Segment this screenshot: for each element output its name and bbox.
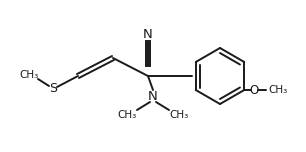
Text: CH₃: CH₃ <box>19 70 39 80</box>
Text: CH₃: CH₃ <box>269 85 288 95</box>
Text: S: S <box>49 83 57 95</box>
Text: N: N <box>148 90 158 102</box>
Text: CH₃: CH₃ <box>118 110 136 120</box>
Text: N: N <box>143 29 153 41</box>
Text: CH₃: CH₃ <box>170 110 188 120</box>
Text: O: O <box>250 83 259 97</box>
